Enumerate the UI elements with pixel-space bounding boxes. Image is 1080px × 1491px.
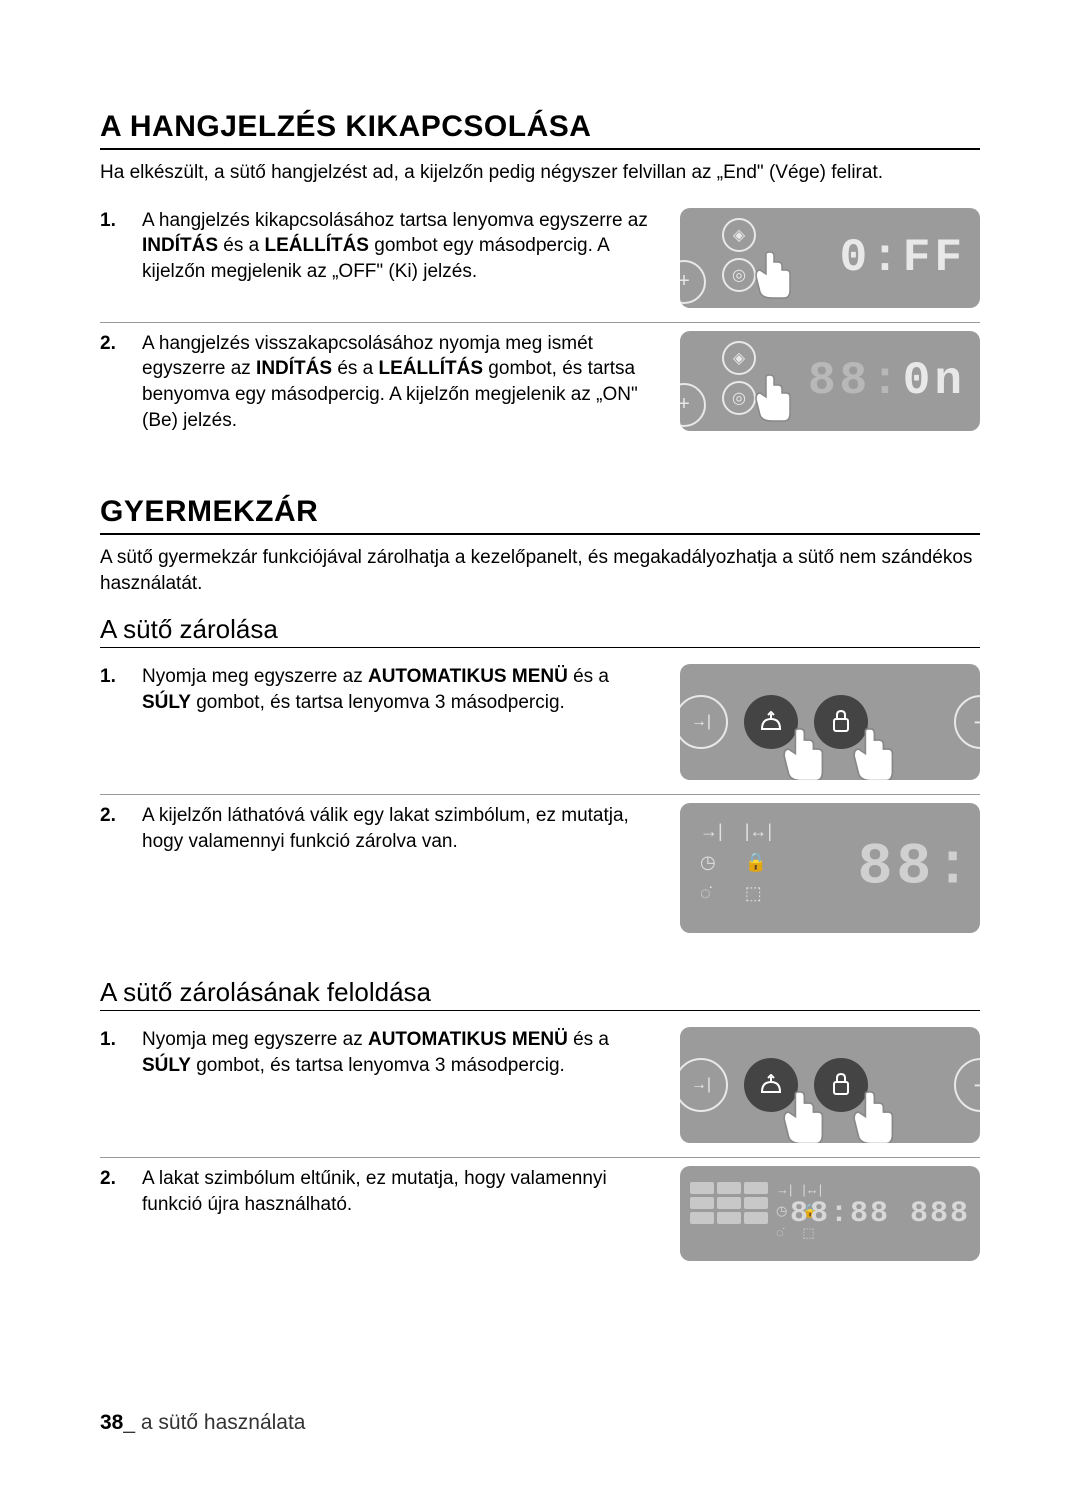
unlock-step-2: 2. A lakat szimbólum eltűnik, ez mutatja… [100,1158,980,1275]
hand-pointer-icon [842,722,900,780]
display-panel-on: + ◈ ◎ 88:0n [680,331,980,431]
display-panel-unlocked: →||↔| ◷🔒 ◌̇⬚ 88:88 888 [680,1166,980,1261]
hand-pointer-icon [842,1085,900,1143]
segment-display: 0:FF [840,232,966,284]
unlock-step-1: 1. Nyomja meg egyszerre az AUTOMATIKUS M… [100,1019,980,1158]
step-body: A lakat szimbólum eltűnik, ez mutatja, h… [142,1168,607,1215]
lock-icon: 🔒 [745,852,772,873]
footer-label: _ a sütő használata [123,1411,305,1434]
arrow-icon: →| [700,821,723,842]
hand-pointer-icon [772,722,830,780]
dish-icon: ⬚ [745,883,772,904]
section-heading-childlock: GYERMEKZÁR [100,495,980,535]
step-number: 1. [100,664,116,690]
page-footer: 38_ a sütő használata [100,1411,306,1435]
drop-icon: ◌̇ [700,883,723,904]
button-panel-unlock: →| − [680,1027,980,1143]
intro-sound: Ha elkészült, a sütő hangjelzést ad, a k… [100,160,980,186]
lock-icon-grid: →| |↔| ◷ 🔒 ◌̇ ⬚ [700,821,772,904]
display-panel-off: + ◈ ◎ 0:FF [680,208,980,308]
arrow-right-icon: →| [680,1058,728,1112]
arrow-right-icon: →| [680,695,728,749]
step-number: 1. [100,1027,116,1053]
sound-step-2: 2. A hangjelzés visszakapcsolásához nyom… [100,323,980,448]
sound-step-1: 1. A hangjelzés kikapcsolásához tartsa l… [100,200,980,323]
hand-pointer-icon [746,369,796,424]
segment-display: 88:0n [808,355,966,407]
hand-pointer-icon [772,1085,830,1143]
lock-step-2: 2. A kijelzőn láthatóvá válik egy lakat … [100,795,980,947]
step-body: A hangjelzés kikapcsolásához tartsa leny… [142,210,648,282]
step-number: 2. [100,331,116,357]
button-panel-lock: →| − [680,664,980,780]
minus-icon: − [954,1058,980,1112]
minus-icon: − [954,695,980,749]
step-number: 2. [100,1166,116,1192]
subheading-unlock: A sütő zárolásának feloldása [100,977,980,1011]
intro-childlock: A sütő gyermekzár funkciójával zárolhatj… [100,545,980,596]
display-panel-locked: →| |↔| ◷ 🔒 ◌̇ ⬚ 88: [680,803,980,933]
step-number: 2. [100,803,116,829]
segment-display: 88: [858,836,974,901]
plus-icon: + [680,383,706,427]
step-body: A kijelzőn láthatóvá válik egy lakat szi… [142,805,629,852]
lock-step-1: 1. Nyomja meg egyszerre az AUTOMATIKUS M… [100,656,980,795]
section-heading-sound: A HANGJELZÉS KIKAPCSOLÁSA [100,110,980,150]
step-body: Nyomja meg egyszerre az AUTOMATIKUS MENÜ… [142,666,609,713]
clock-icon: ◷ [700,852,723,873]
step-number: 1. [100,208,116,234]
defrost-icon: |↔| [745,821,772,842]
plus-icon: + [680,260,706,304]
subheading-lock: A sütő zárolása [100,614,980,648]
step-body: Nyomja meg egyszerre az AUTOMATIKUS MENÜ… [142,1029,609,1076]
hand-pointer-icon [746,246,796,301]
page-number: 38 [100,1411,123,1434]
mode-grid-icon [690,1182,768,1224]
segment-display: 88:88 888 [790,1197,970,1231]
step-body: A hangjelzés visszakapcsolásához nyomja … [142,333,638,431]
